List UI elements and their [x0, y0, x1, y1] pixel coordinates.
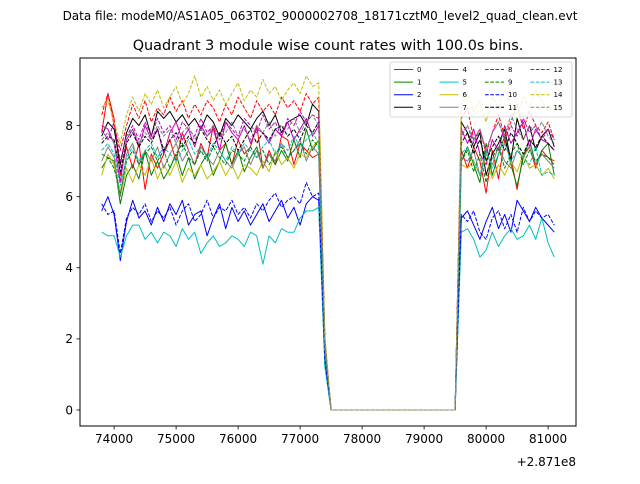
- series-line-15: [101, 114, 555, 411]
- y-tick-label-0: 0: [65, 403, 73, 417]
- series-line-12: [101, 110, 555, 411]
- x-axis: 74000 75000 76000 77000 78000 79000 80000 81000: [95, 426, 567, 446]
- y-axis: 0 2 4 6 8: [65, 119, 80, 417]
- y-tick-label-8: 8: [65, 119, 73, 133]
- legend-label-15: 15: [554, 104, 563, 112]
- legend-label-13: 13: [554, 79, 563, 87]
- x-tick-label-81000: 81000: [529, 432, 567, 446]
- x-tick-label-75000: 75000: [157, 432, 195, 446]
- y-tick-label-6: 6: [65, 190, 73, 204]
- legend-label-4: 4: [463, 66, 468, 74]
- x-tick-label-78000: 78000: [343, 432, 381, 446]
- series-line-4: [101, 117, 555, 411]
- legend-label-6: 6: [463, 91, 468, 99]
- series-line-10: [101, 181, 555, 411]
- y-tick-label-2: 2: [65, 332, 73, 346]
- legend-label-14: 14: [554, 91, 563, 99]
- x-axis-offset-label: +2.871e8: [517, 455, 576, 469]
- legend-label-0: 0: [417, 66, 421, 74]
- x-tick-label-77000: 77000: [281, 432, 319, 446]
- x-tick-label-80000: 80000: [467, 432, 505, 446]
- series-layer: [101, 75, 555, 411]
- legend-label-12: 12: [554, 66, 563, 74]
- legend-label-1: 1: [417, 79, 421, 87]
- legend-label-8: 8: [508, 66, 512, 74]
- figure-suptitle: Data file: modeM0/AS1A05_063T02_90000027…: [63, 9, 578, 23]
- legend-label-9: 9: [508, 79, 512, 87]
- legend-box: [389, 61, 573, 118]
- x-tick-label-79000: 79000: [405, 432, 443, 446]
- legend-label-7: 7: [463, 104, 467, 112]
- x-tick-label-74000: 74000: [95, 432, 133, 446]
- legend-label-11: 11: [508, 104, 517, 112]
- legend-label-5: 5: [463, 79, 467, 87]
- legend-label-3: 3: [417, 104, 421, 112]
- x-tick-label-76000: 76000: [219, 432, 257, 446]
- chart-title: Quadrant 3 module wise count rates with …: [133, 38, 524, 54]
- legend-label-10: 10: [508, 91, 517, 99]
- legend-label-2: 2: [417, 91, 421, 99]
- y-tick-label-4: 4: [65, 261, 73, 275]
- plot-frame: [79, 57, 577, 427]
- series-line-13: [101, 132, 555, 411]
